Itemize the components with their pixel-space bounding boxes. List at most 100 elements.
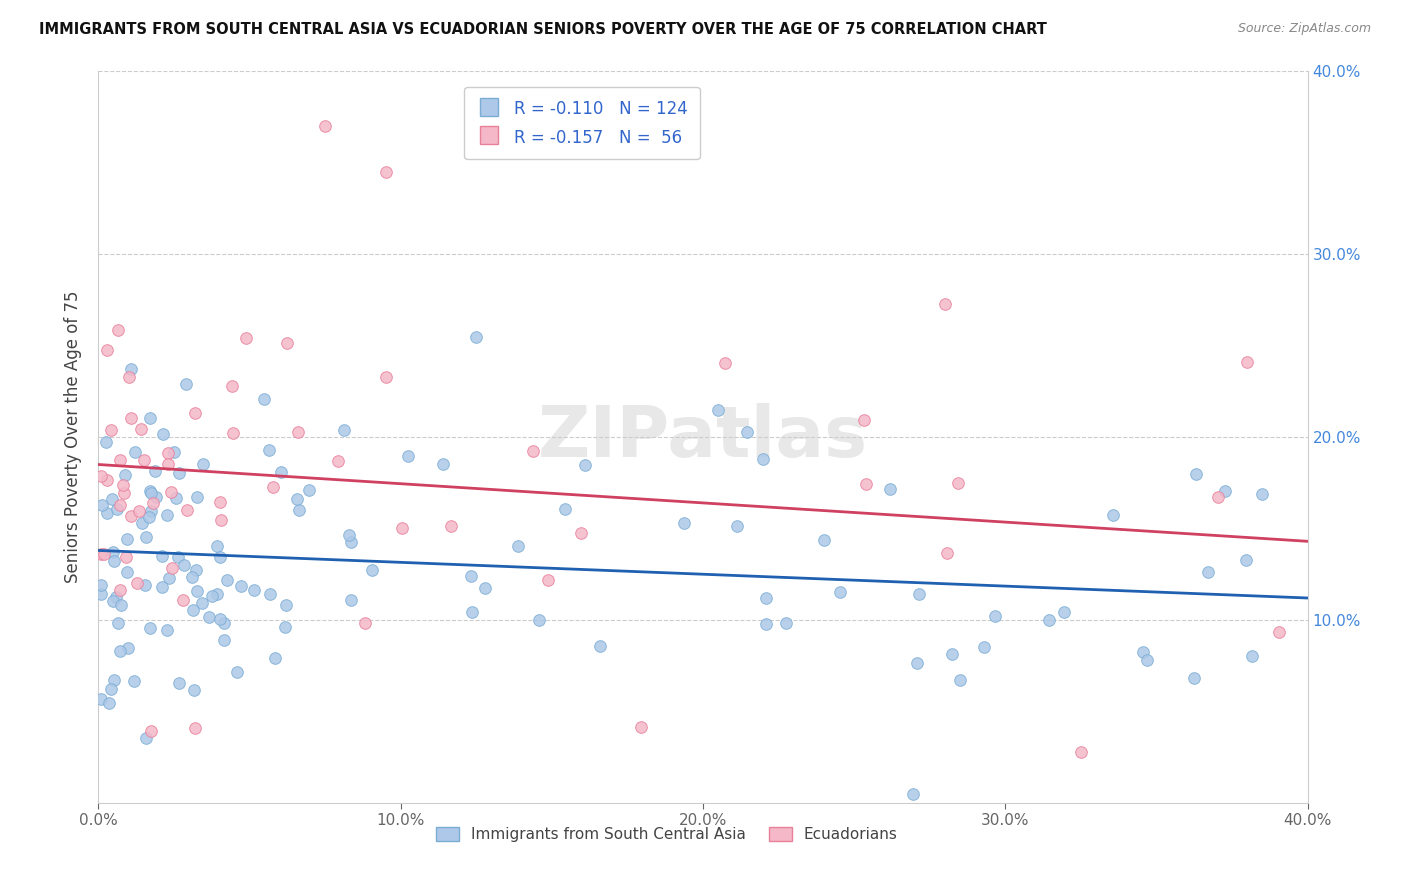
- Point: [108, 498, 131, 512]
- Point: [184, 406, 207, 420]
- Point: [138, 510, 160, 524]
- Point: [139, 621, 162, 635]
- Point: [333, 423, 356, 437]
- Point: [120, 509, 142, 524]
- Point: [314, 120, 336, 134]
- Point: [117, 640, 139, 655]
- Point: [1215, 483, 1237, 498]
- Point: [440, 519, 463, 533]
- Point: [287, 492, 309, 507]
- Point: [108, 644, 131, 658]
- Point: [630, 720, 652, 734]
- Point: [225, 665, 247, 680]
- Point: [391, 520, 413, 534]
- Point: [191, 596, 214, 610]
- Point: [160, 560, 183, 574]
- Point: [361, 563, 384, 577]
- Point: [569, 526, 592, 541]
- Point: [207, 587, 229, 601]
- Point: [114, 467, 136, 482]
- Point: [104, 591, 127, 605]
- Point: [107, 615, 129, 630]
- Point: [173, 558, 195, 573]
- Point: [152, 427, 174, 442]
- Point: [936, 546, 959, 560]
- Point: [120, 411, 142, 425]
- Point: [1268, 624, 1291, 639]
- Point: [167, 466, 190, 480]
- Point: [264, 651, 287, 665]
- Point: [270, 465, 292, 479]
- Point: [1236, 355, 1258, 369]
- Point: [522, 444, 544, 458]
- Point: [1052, 605, 1074, 619]
- Point: [374, 165, 396, 179]
- Point: [176, 503, 198, 517]
- Point: [288, 503, 311, 517]
- Point: [167, 675, 190, 690]
- Point: [184, 563, 207, 577]
- Point: [105, 502, 128, 516]
- Point: [150, 580, 173, 594]
- Point: [128, 504, 150, 518]
- Point: [176, 376, 198, 391]
- Point: [508, 539, 530, 553]
- Text: Source: ZipAtlas.com: Source: ZipAtlas.com: [1237, 22, 1371, 36]
- Point: [212, 616, 235, 631]
- Point: [122, 673, 145, 688]
- Point: [156, 458, 179, 472]
- Point: [115, 532, 138, 546]
- Point: [90, 587, 112, 601]
- Point: [108, 582, 131, 597]
- Point: [135, 731, 157, 745]
- Point: [132, 452, 155, 467]
- Point: [96, 343, 118, 358]
- Point: [775, 616, 797, 631]
- Point: [274, 620, 297, 634]
- Point: [96, 506, 118, 520]
- Point: [139, 484, 162, 499]
- Point: [855, 477, 877, 491]
- Point: [141, 485, 163, 500]
- Point: [143, 464, 166, 478]
- Point: [941, 647, 963, 661]
- Point: [156, 623, 179, 637]
- Point: [948, 476, 970, 491]
- Point: [124, 444, 146, 458]
- Point: [184, 721, 207, 735]
- Point: [186, 490, 208, 504]
- Point: [163, 445, 186, 459]
- Point: [134, 577, 156, 591]
- Point: [90, 578, 112, 592]
- Point: [354, 616, 377, 631]
- Point: [150, 549, 173, 563]
- Point: [752, 451, 775, 466]
- Point: [259, 587, 281, 601]
- Point: [934, 297, 956, 311]
- Y-axis label: Seniors Poverty Over the Age of 75: Seniors Poverty Over the Age of 75: [65, 291, 83, 583]
- Point: [432, 458, 454, 472]
- Point: [90, 547, 112, 561]
- Point: [97, 696, 120, 710]
- Point: [212, 632, 235, 647]
- Point: [1070, 745, 1092, 759]
- Point: [460, 605, 482, 619]
- Point: [142, 496, 165, 510]
- Point: [328, 454, 350, 468]
- Point: [103, 554, 125, 568]
- Point: [1236, 553, 1258, 567]
- Point: [90, 469, 112, 483]
- Point: [91, 498, 114, 512]
- Point: [907, 587, 929, 601]
- Point: [131, 516, 153, 530]
- Point: [574, 458, 596, 472]
- Point: [135, 530, 157, 544]
- Point: [755, 617, 778, 632]
- Point: [1185, 467, 1208, 481]
- Point: [94, 435, 117, 450]
- Point: [735, 425, 758, 439]
- Text: IMMIGRANTS FROM SOUTH CENTRAL ASIA VS ECUADORIAN SENIORS POVERTY OVER THE AGE OF: IMMIGRANTS FROM SOUTH CENTRAL ASIA VS EC…: [39, 22, 1047, 37]
- Point: [180, 569, 202, 583]
- Point: [100, 681, 122, 696]
- Point: [221, 379, 243, 393]
